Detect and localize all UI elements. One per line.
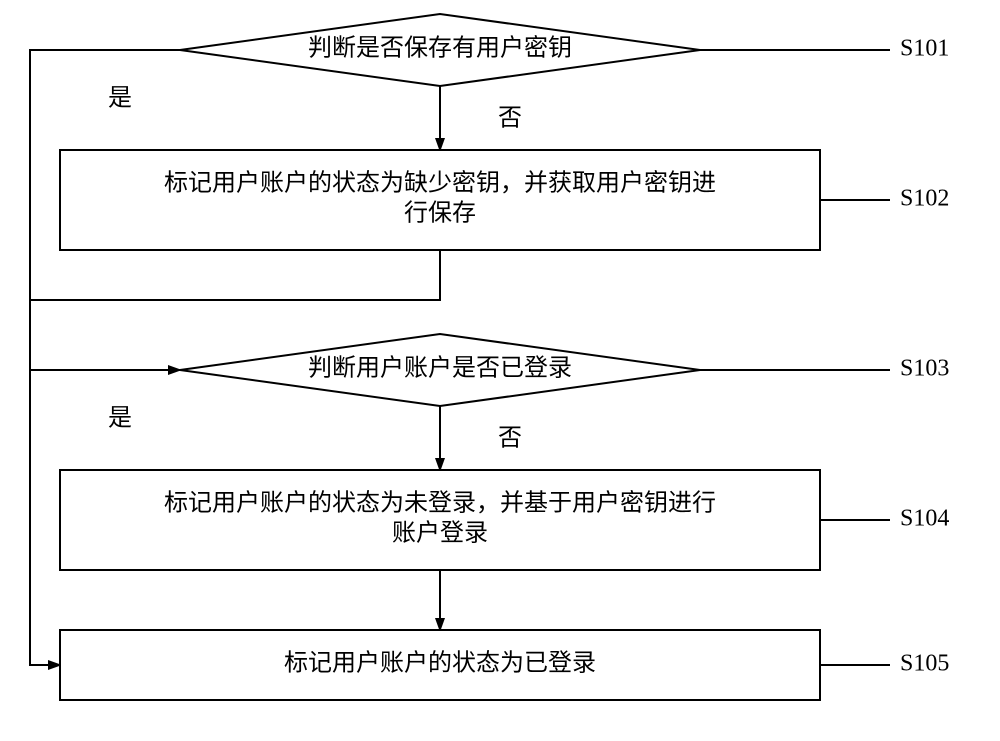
edge-label-d1-no-p1: 否 <box>498 106 522 132</box>
process-text-p1-l1: 行保存 <box>404 200 476 227</box>
connector-p1-d2-seg1 <box>30 250 440 300</box>
edge-label-d2-yes: 是 <box>108 406 132 432</box>
connector-d1-yes <box>30 50 180 665</box>
process-text-p2-l1: 账户登录 <box>392 520 488 547</box>
connector-p1-d2-seg2 <box>30 300 180 370</box>
edge-label-d1-yes: 是 <box>108 86 132 112</box>
step-tag-d1: S101 <box>900 36 949 62</box>
step-tag-p2: S104 <box>900 506 949 532</box>
step-tag-d2: S103 <box>900 356 949 382</box>
process-text-p3-l0: 标记用户账户的状态为已登录 <box>284 650 596 677</box>
step-tag-p3: S105 <box>900 651 949 677</box>
decision-text-d2: 判断用户账户是否已登录 <box>308 355 572 382</box>
edge-label-d2-no-p2: 否 <box>498 426 522 452</box>
process-text-p2-l0: 标记用户账户的状态为未登录，并基于用户密钥进行 <box>164 490 716 517</box>
process-text-p1-l0: 标记用户账户的状态为缺少密钥，并获取用户密钥进 <box>164 170 716 197</box>
decision-text-d1: 判断是否保存有用户密钥 <box>308 35 572 62</box>
step-tag-p1: S102 <box>900 186 949 212</box>
flowchart-canvas: 判断是否保存有用户密钥标记用户账户的状态为缺少密钥，并获取用户密钥进行保存判断用… <box>0 0 1000 741</box>
